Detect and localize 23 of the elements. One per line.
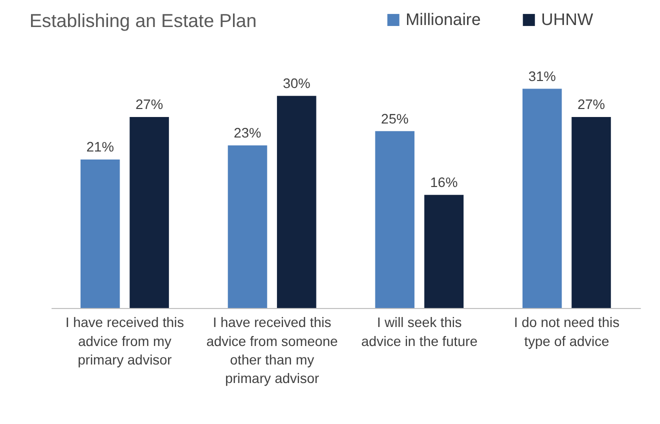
x-tick-label: I have received this advice from my primary advisor (66, 315, 184, 368)
bar (80, 159, 120, 308)
x-tick-label: I do not need this type of advice (514, 315, 620, 349)
bar (130, 117, 169, 308)
legend-label: Millionaire (406, 10, 481, 29)
data-label: 31% (528, 68, 556, 84)
data-label: 16% (430, 174, 458, 190)
data-label: 25% (381, 111, 409, 126)
legend-label: UHNW (541, 10, 594, 29)
bar (522, 88, 562, 308)
bar (424, 194, 464, 308)
data-label: 27% (577, 97, 606, 112)
chart-title: Establishing an Estate Plan (29, 10, 257, 32)
data-label: 27% (136, 97, 164, 112)
x-tick-label: I have received this advice from someone other than my primary advisor (206, 315, 338, 386)
data-label: 23% (234, 125, 262, 140)
bar (375, 131, 414, 308)
bar (228, 145, 268, 308)
data-label: 30% (282, 76, 310, 91)
bar (276, 96, 316, 308)
data-label: 21% (86, 140, 114, 155)
bar (572, 117, 611, 308)
x-tick-label: I will seek this advice in the future (361, 315, 478, 349)
